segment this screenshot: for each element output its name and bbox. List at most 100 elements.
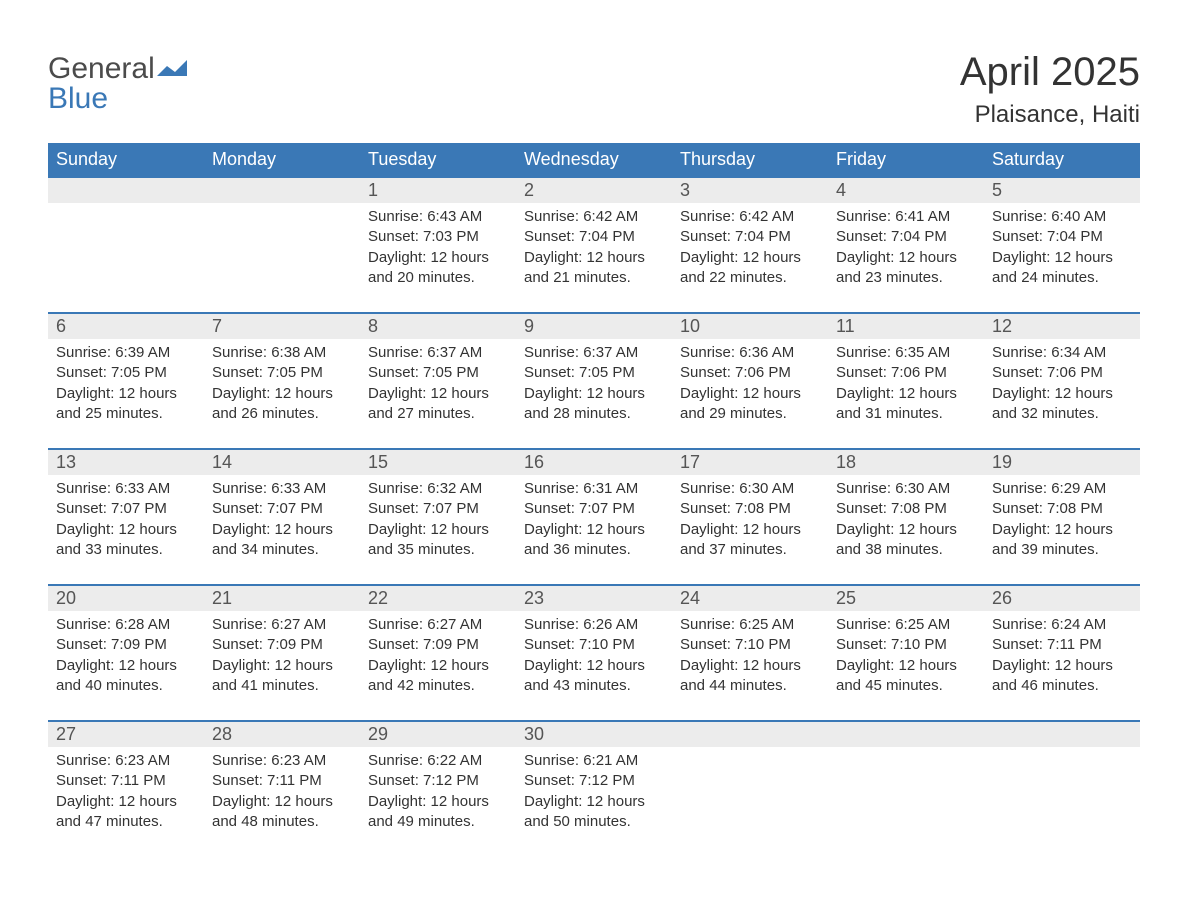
day-number-row: 26 [984,586,1140,611]
day-number: 24 [680,588,700,608]
day-number-row: 25 [828,586,984,611]
sunset-label: Sunset: 7:07 PM [56,499,196,519]
day-number: 8 [368,316,378,336]
sunset-label: Sunset: 7:12 PM [524,771,664,791]
sunrise-label: Sunrise: 6:43 AM [368,207,508,227]
sunrise-label: Sunrise: 6:42 AM [680,207,820,227]
day-details: Sunrise: 6:23 AMSunset: 7:11 PMDaylight:… [210,751,354,832]
day-number: 4 [836,180,846,200]
sunset-label: Sunset: 7:11 PM [56,771,196,791]
day-number-row: 6 [48,314,204,339]
sunset-label: Sunset: 7:10 PM [680,635,820,655]
logo-text: General Blue [48,54,191,114]
day-cell [984,722,1140,856]
sunrise-label: Sunrise: 6:27 AM [368,615,508,635]
day-cell: 23Sunrise: 6:26 AMSunset: 7:10 PMDayligh… [516,586,672,720]
day-cell: 14Sunrise: 6:33 AMSunset: 7:07 PMDayligh… [204,450,360,584]
day-number-row: 12 [984,314,1140,339]
daylight-label: Daylight: 12 hours and 42 minutes. [368,656,508,697]
day-details: Sunrise: 6:29 AMSunset: 7:08 PMDaylight:… [990,479,1134,560]
sunset-label: Sunset: 7:06 PM [992,363,1132,383]
sunset-label: Sunset: 7:11 PM [992,635,1132,655]
sunrise-label: Sunrise: 6:21 AM [524,751,664,771]
day-number: 5 [992,180,1002,200]
sunrise-label: Sunrise: 6:41 AM [836,207,976,227]
day-cell [204,178,360,312]
page-title: April 2025 [960,50,1140,95]
day-details: Sunrise: 6:27 AMSunset: 7:09 PMDaylight:… [210,615,354,696]
day-cell: 16Sunrise: 6:31 AMSunset: 7:07 PMDayligh… [516,450,672,584]
daylight-label: Daylight: 12 hours and 31 minutes. [836,384,976,425]
daylight-label: Daylight: 12 hours and 44 minutes. [680,656,820,697]
dow-tuesday: Tuesday [360,143,516,176]
daylight-label: Daylight: 12 hours and 39 minutes. [992,520,1132,561]
sunset-label: Sunset: 7:05 PM [368,363,508,383]
daylight-label: Daylight: 12 hours and 47 minutes. [56,792,196,833]
day-cell: 10Sunrise: 6:36 AMSunset: 7:06 PMDayligh… [672,314,828,448]
sunrise-label: Sunrise: 6:30 AM [836,479,976,499]
dow-header-row: Sunday Monday Tuesday Wednesday Thursday… [48,143,1140,176]
day-number-row: 17 [672,450,828,475]
day-details: Sunrise: 6:30 AMSunset: 7:08 PMDaylight:… [678,479,822,560]
day-number: 28 [212,724,232,744]
day-number: 14 [212,452,232,472]
sunrise-label: Sunrise: 6:28 AM [56,615,196,635]
day-cell: 19Sunrise: 6:29 AMSunset: 7:08 PMDayligh… [984,450,1140,584]
day-cell: 8 Sunrise: 6:37 AMSunset: 7:05 PMDaylight… [360,314,516,448]
logo-word-1: General [48,52,155,85]
day-cell: 7Sunrise: 6:38 AMSunset: 7:05 PMDaylight… [204,314,360,448]
day-details: Sunrise: 6:28 AMSunset: 7:09 PMDaylight:… [54,615,198,696]
day-number-row [828,722,984,747]
day-number-row: 15 [360,450,516,475]
day-cell: 15Sunrise: 6:32 AMSunset: 7:07 PMDayligh… [360,450,516,584]
sunrise-label: Sunrise: 6:26 AM [524,615,664,635]
daylight-label: Daylight: 12 hours and 32 minutes. [992,384,1132,425]
day-cell: 27Sunrise: 6:23 AMSunset: 7:11 PMDayligh… [48,722,204,856]
day-cell: 18Sunrise: 6:30 AMSunset: 7:08 PMDayligh… [828,450,984,584]
day-cell: 26Sunrise: 6:24 AMSunset: 7:11 PMDayligh… [984,586,1140,720]
day-cell [828,722,984,856]
dow-thursday: Thursday [672,143,828,176]
dow-sunday: Sunday [48,143,204,176]
day-number: 1 [368,180,378,200]
day-number-row: 18 [828,450,984,475]
dow-monday: Monday [204,143,360,176]
day-details: Sunrise: 6:33 AMSunset: 7:07 PMDaylight:… [54,479,198,560]
day-number: 15 [368,452,388,472]
day-cell: 9Sunrise: 6:37 AMSunset: 7:05 PMDaylight… [516,314,672,448]
daylight-label: Daylight: 12 hours and 40 minutes. [56,656,196,697]
day-details: Sunrise: 6:21 AMSunset: 7:12 PMDaylight:… [522,751,666,832]
day-number: 26 [992,588,1012,608]
day-details: Sunrise: 6:34 AMSunset: 7:06 PMDaylight:… [990,343,1134,424]
daylight-label: Daylight: 12 hours and 35 minutes. [368,520,508,561]
day-details: Sunrise: 6:37 AMSunset: 7:05 PMDaylight:… [522,343,666,424]
day-cell [672,722,828,856]
daylight-label: Daylight: 12 hours and 26 minutes. [212,384,352,425]
day-number: 6 [56,316,66,336]
sunrise-label: Sunrise: 6:23 AM [56,751,196,771]
daylight-label: Daylight: 12 hours and 28 minutes. [524,384,664,425]
daylight-label: Daylight: 12 hours and 23 minutes. [836,248,976,289]
day-cell: 12 Sunrise: 6:34 AMSunset: 7:06 PMDayligh… [984,314,1140,448]
day-cell: 5Sunrise: 6:40 AMSunset: 7:04 PMDaylight… [984,178,1140,312]
dow-saturday: Saturday [984,143,1140,176]
day-number-row: 13 [48,450,204,475]
day-number-row: 5 [984,178,1140,203]
day-details: Sunrise: 6:25 AMSunset: 7:10 PMDaylight:… [834,615,978,696]
day-number-row: 14 [204,450,360,475]
week-row: 20Sunrise: 6:28 AMSunset: 7:09 PMDayligh… [48,584,1140,720]
calendar-table: Sunday Monday Tuesday Wednesday Thursday… [48,143,1140,856]
sunrise-label: Sunrise: 6:36 AM [680,343,820,363]
sunrise-label: Sunrise: 6:31 AM [524,479,664,499]
title-block: April 2025 Plaisance, Haiti [960,50,1140,129]
day-number-row [48,178,204,203]
day-cell: 2Sunrise: 6:42 AMSunset: 7:04 PMDaylight… [516,178,672,312]
daylight-label: Daylight: 12 hours and 25 minutes. [56,384,196,425]
day-details: Sunrise: 6:22 AMSunset: 7:12 PMDaylight:… [366,751,510,832]
dow-friday: Friday [828,143,984,176]
day-details: Sunrise: 6:26 AMSunset: 7:10 PMDaylight:… [522,615,666,696]
sunrise-label: Sunrise: 6:35 AM [836,343,976,363]
day-details: Sunrise: 6:37 AMSunset: 7:05 PMDaylight:… [366,343,510,424]
sunset-label: Sunset: 7:09 PM [212,635,352,655]
day-cell: 28 Sunrise: 6:23 AMSunset: 7:11 PMDayligh… [204,722,360,856]
